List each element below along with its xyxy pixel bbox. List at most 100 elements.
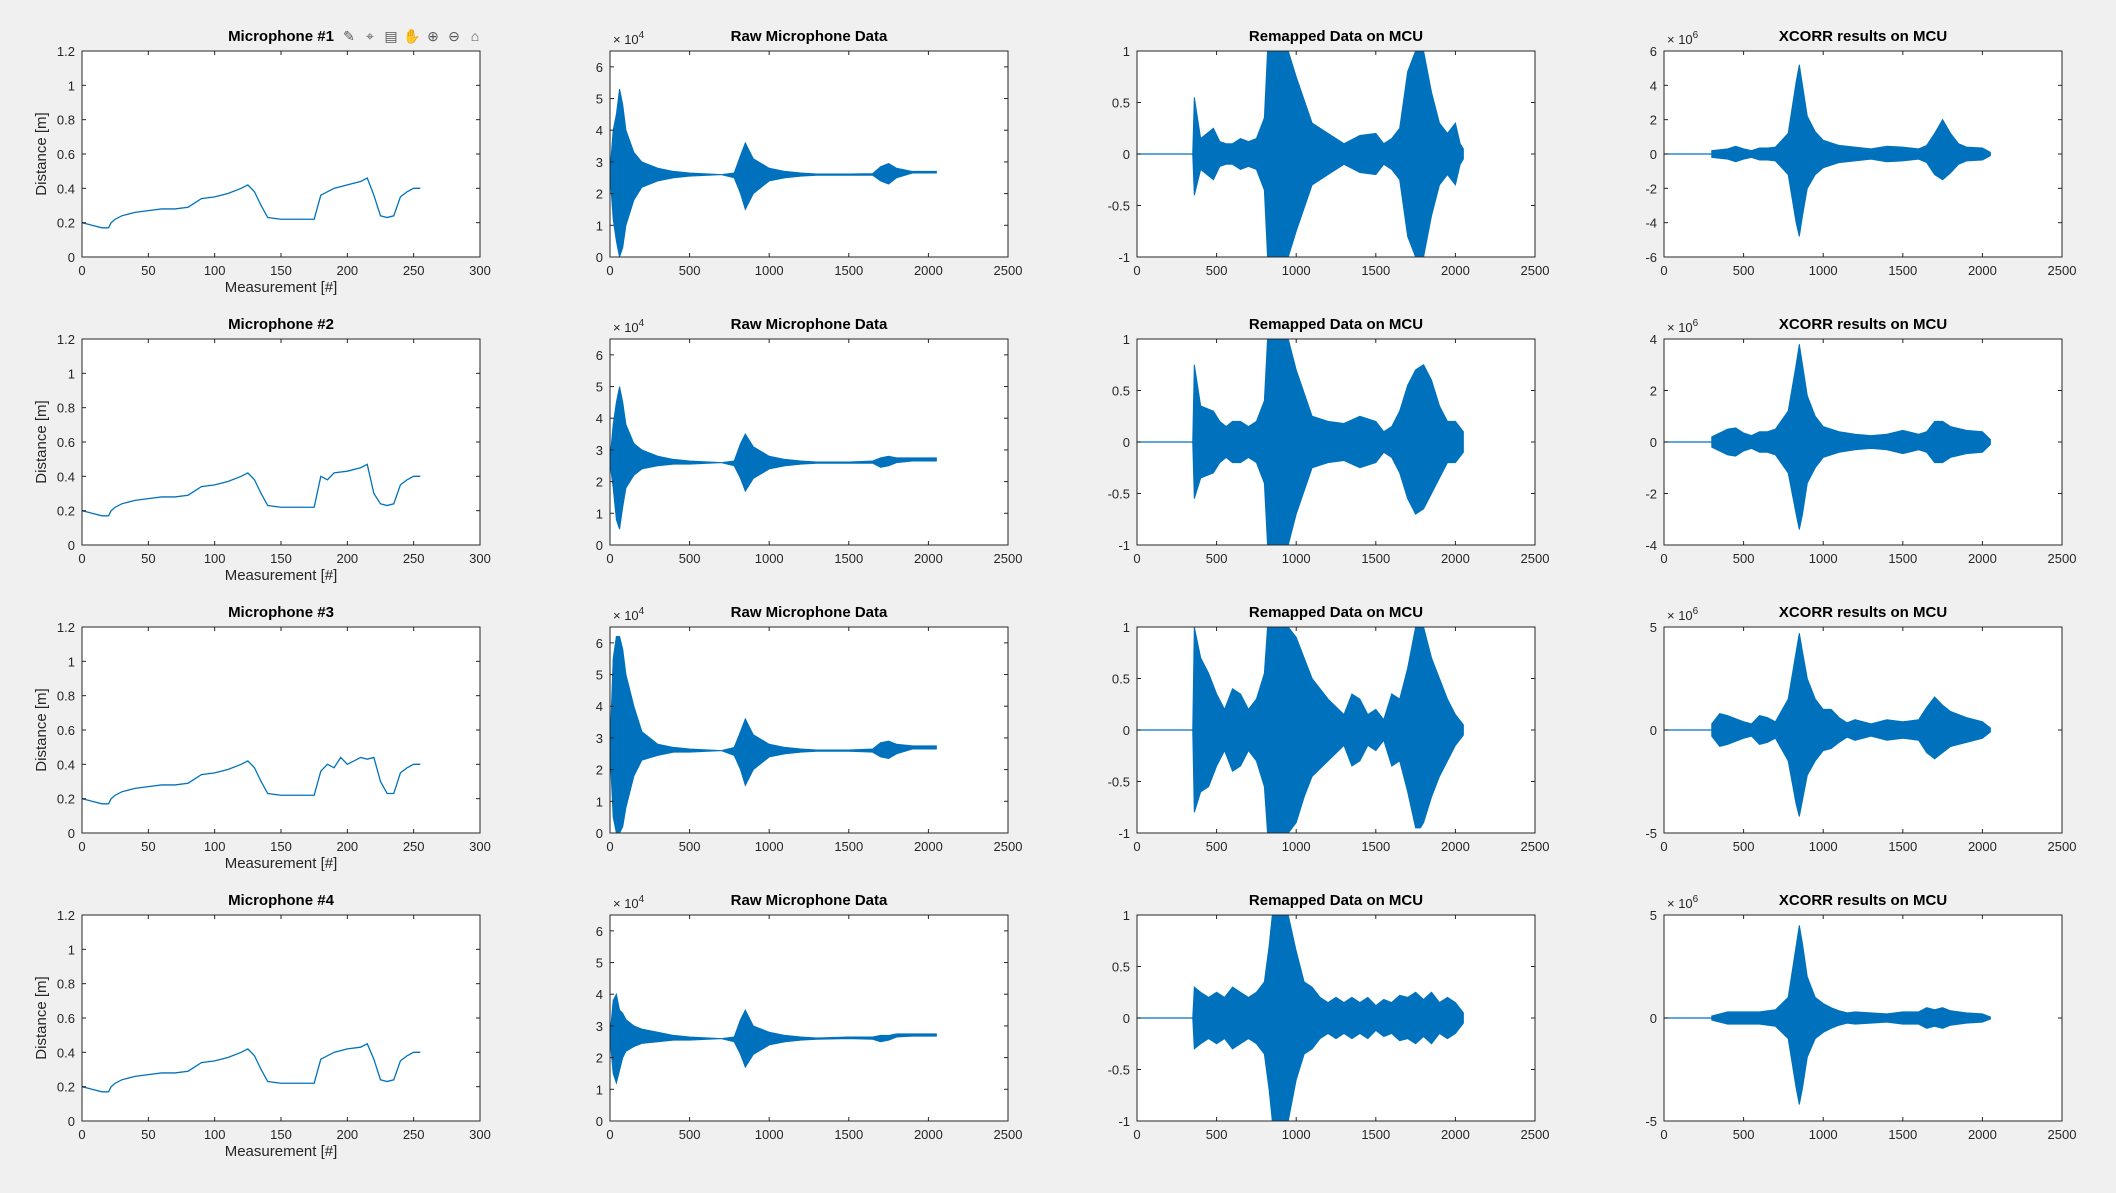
x-tick-label: 0 <box>78 263 85 278</box>
y-tick-label: 0.6 <box>57 435 75 450</box>
y-tick-label: 0 <box>596 250 603 265</box>
x-tick-label: 2000 <box>914 551 943 566</box>
zoom-in-icon[interactable]: ⊕ <box>427 28 439 44</box>
x-tick-label: 1000 <box>1282 551 1311 566</box>
series-signal <box>1711 633 1991 817</box>
y-tick-label: -0.5 <box>1108 1063 1130 1078</box>
y-tick-label: -2 <box>1645 487 1657 502</box>
y-tick-label: 0.6 <box>57 147 75 162</box>
chart-title: Microphone #1 <box>228 28 334 45</box>
y-tick-label: 1 <box>1123 620 1130 635</box>
x-tick-label: 50 <box>141 263 155 278</box>
y-tick-label: -1 <box>1118 1114 1130 1129</box>
y-tick-label: 0 <box>68 538 75 553</box>
y-tick-label: 0.5 <box>1112 672 1130 687</box>
y-tick-label: 0 <box>1650 723 1657 738</box>
y-tick-label: 1 <box>596 506 603 521</box>
y-tick-label: -4 <box>1645 538 1657 553</box>
x-tick-label: 0 <box>78 551 85 566</box>
y-tick-label: -1 <box>1118 826 1130 841</box>
x-tick-label: 0 <box>78 1127 85 1142</box>
plot-area <box>610 627 1008 833</box>
series-signal <box>610 88 937 257</box>
y-tick-label: 4 <box>1650 332 1657 347</box>
legend-icon[interactable]: ▤ <box>384 28 398 44</box>
plot-area <box>82 915 480 1121</box>
chart-title: Remapped Data on MCU <box>1249 892 1423 909</box>
axes-box <box>609 914 1009 1122</box>
x-tick-label: 250 <box>403 839 425 854</box>
y-exponent-label: × 104 <box>613 894 645 911</box>
data-layer <box>1137 51 1464 257</box>
y-tick-label: 1 <box>1123 908 1130 923</box>
chart-title: Microphone #3 <box>228 604 334 621</box>
y-tick-label: 0.4 <box>57 181 75 196</box>
y-tick-label: 1 <box>596 218 603 233</box>
x-tick-label: 1000 <box>1282 263 1311 278</box>
chart-title: Remapped Data on MCU <box>1249 604 1423 621</box>
y-tick-label: -0.5 <box>1108 775 1130 790</box>
datatip-icon[interactable]: ⌖ <box>366 28 374 44</box>
y-tick-label: 6 <box>596 924 603 939</box>
x-tick-label: 2500 <box>994 839 1023 854</box>
y-tick-label: 5 <box>596 956 603 971</box>
series-signal <box>610 386 937 530</box>
y-tick-label: 0.4 <box>57 1045 75 1060</box>
y-tick-label: -1 <box>1118 250 1130 265</box>
series-signal <box>1192 915 1464 1121</box>
y-tick-label: 5 <box>596 92 603 107</box>
x-tick-label: 2500 <box>994 551 1023 566</box>
x-tick-label: 500 <box>679 1127 701 1142</box>
y-tick-label: 0 <box>596 826 603 841</box>
plot-area <box>82 627 480 833</box>
x-tick-label: 500 <box>1733 1127 1755 1142</box>
x-tick-label: 1500 <box>834 839 863 854</box>
x-tick-label: 50 <box>141 1127 155 1142</box>
y-tick-label: 4 <box>596 987 603 1002</box>
x-tick-label: 2500 <box>994 1127 1023 1142</box>
data-layer <box>1664 925 1991 1105</box>
y-tick-label: 0 <box>68 1114 75 1129</box>
y-tick-label: 0.5 <box>1112 96 1130 111</box>
series-signal <box>1192 339 1464 545</box>
zoom-out-icon[interactable]: ⊖ <box>448 28 460 44</box>
chart-title: Remapped Data on MCU <box>1249 28 1423 45</box>
x-tick-label: 2500 <box>2048 839 2077 854</box>
chart-title: Raw Microphone Data <box>731 28 888 45</box>
data-layer <box>82 463 421 517</box>
y-tick-label: -2 <box>1645 181 1657 196</box>
data-layer <box>610 386 937 530</box>
y-tick-label: 5 <box>1650 620 1657 635</box>
axes-toolbar: ✎ ⌖ ▤ ✋ ⊕ ⊖ ⌂ <box>340 27 484 51</box>
x-tick-label: 1500 <box>1888 263 1917 278</box>
x-tick-label: 100 <box>204 839 226 854</box>
y-exponent-label: × 106 <box>1667 30 1699 47</box>
y-tick-label: 5 <box>596 668 603 683</box>
data-layer <box>1137 339 1464 545</box>
axes-m2r: 0 500 1000 1500 2000 2500 0 1 2 3 4 5 6 × 104 Raw Micr… <box>596 316 1023 566</box>
x-tick-label: 100 <box>204 551 226 566</box>
y-tick-label: 0.4 <box>57 469 75 484</box>
brush-icon[interactable]: ✎ <box>343 28 355 44</box>
x-tick-label: 0 <box>1133 1127 1140 1142</box>
y-tick-label: 0 <box>1123 1011 1130 1026</box>
x-tick-label: 500 <box>679 839 701 854</box>
axes-m2d: 0 50 100 150 200 250 300 0 0.2 0.4 0.6 0.8 1 1.2 Micro… <box>33 316 491 584</box>
y-tick-label: 0.6 <box>57 1011 75 1026</box>
chart-title: XCORR results on MCU <box>1779 892 1947 909</box>
x-tick-label: 300 <box>469 263 491 278</box>
chart-title: Raw Microphone Data <box>731 316 888 333</box>
y-tick-label: 2 <box>596 1051 603 1066</box>
home-icon[interactable]: ⌂ <box>470 28 480 44</box>
y-tick-label: 6 <box>596 348 603 363</box>
y-tick-label: -0.5 <box>1108 199 1130 214</box>
pan-hand-icon[interactable]: ✋ <box>403 28 421 44</box>
data-layer <box>1137 627 1464 833</box>
x-tick-label: 1000 <box>1809 839 1838 854</box>
axes-box <box>609 50 1009 258</box>
axes-m1m: 0 500 1000 1500 2000 2500 -1 -0.5 0 0.5 1 Remapped … <box>1108 28 1550 278</box>
y-tick-label: 1 <box>68 654 75 669</box>
y-tick-label: 0.8 <box>57 689 75 704</box>
x-tick-label: 150 <box>270 551 292 566</box>
x-tick-label: 0 <box>1660 1127 1667 1142</box>
